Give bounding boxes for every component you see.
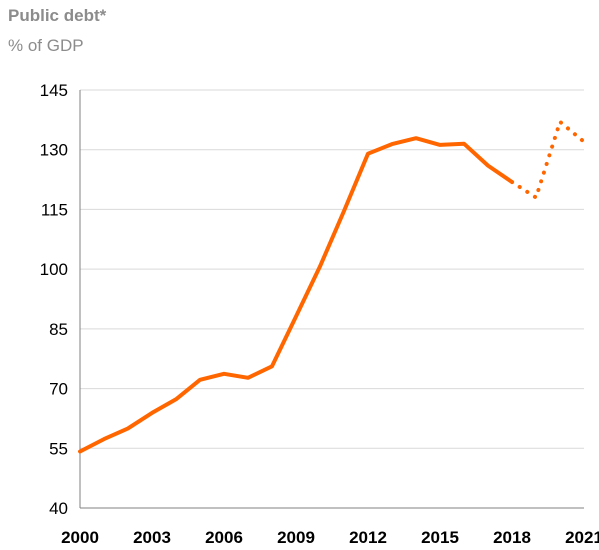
x-tick-label: 2000 bbox=[61, 528, 99, 547]
y-tick-label: 100 bbox=[40, 260, 68, 279]
series-line-actual bbox=[78, 136, 514, 454]
x-tick-label: 2021 bbox=[565, 528, 599, 547]
series-group bbox=[78, 119, 586, 454]
x-tick-label: 2012 bbox=[349, 528, 387, 547]
y-tick-label: 85 bbox=[49, 320, 68, 339]
y-tick-label: 40 bbox=[49, 499, 68, 518]
y-axis-ticks: 40 55 70 85 100 115 130 145 bbox=[40, 81, 68, 518]
x-tick-label: 2003 bbox=[133, 528, 171, 547]
chart-title: Public debt* bbox=[8, 6, 107, 25]
series-line-forecast bbox=[510, 119, 586, 200]
y-tick-label: 55 bbox=[49, 439, 68, 458]
y-tick-label: 115 bbox=[41, 200, 68, 219]
y-tick-label: 145 bbox=[40, 81, 68, 100]
x-axis-ticks: 2000 2003 2006 2009 2012 2015 2018 2021 bbox=[61, 528, 599, 547]
gridlines bbox=[80, 89, 584, 449]
y-tick-label: 130 bbox=[40, 141, 68, 160]
y-tick-label: 70 bbox=[49, 380, 68, 399]
x-tick-label: 2015 bbox=[421, 528, 459, 547]
x-tick-label: 2006 bbox=[205, 528, 243, 547]
x-tick-label: 2018 bbox=[493, 528, 531, 547]
x-tick-label: 2009 bbox=[277, 528, 315, 547]
chart-subtitle: % of GDP bbox=[8, 36, 84, 55]
